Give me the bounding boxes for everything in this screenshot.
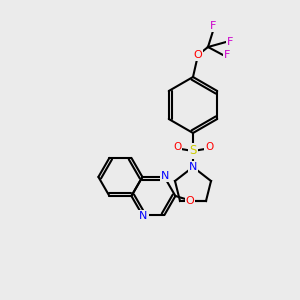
Text: S: S — [189, 145, 197, 158]
Text: F: F — [227, 37, 233, 47]
Text: F: F — [224, 50, 230, 60]
Text: O: O — [194, 50, 202, 60]
Text: O: O — [173, 142, 181, 152]
Text: N: N — [139, 211, 148, 221]
Text: O: O — [186, 196, 194, 206]
Text: N: N — [189, 162, 197, 172]
Text: F: F — [210, 21, 216, 31]
Text: O: O — [205, 142, 213, 152]
Text: N: N — [161, 171, 170, 181]
